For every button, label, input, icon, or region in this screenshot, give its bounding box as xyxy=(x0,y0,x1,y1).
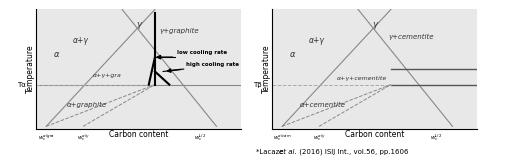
Text: γ+graphite: γ+graphite xyxy=(160,28,200,34)
Text: α+γ+cementite: α+γ+cementite xyxy=(337,76,387,81)
Text: γ: γ xyxy=(372,20,377,29)
Text: low cooling rate: low cooling rate xyxy=(177,50,228,55)
X-axis label: Carbon content: Carbon content xyxy=(109,130,168,139)
Text: $w_c^{\alpha/gra}$: $w_c^{\alpha/gra}$ xyxy=(38,132,54,143)
Text: α: α xyxy=(54,50,59,59)
X-axis label: Carbon content: Carbon content xyxy=(345,130,404,139)
Text: *Lacaze: *Lacaze xyxy=(256,149,286,155)
Text: high cooling rate: high cooling rate xyxy=(186,62,239,67)
Text: Tβ: Tβ xyxy=(253,82,262,88)
Text: (2016) ISIJ Int., vol.56, pp.1606: (2016) ISIJ Int., vol.56, pp.1606 xyxy=(297,149,408,155)
Text: γ+cementite: γ+cementite xyxy=(389,34,434,40)
Text: $w_c^{\alpha/cam}$: $w_c^{\alpha/cam}$ xyxy=(273,132,291,143)
Y-axis label: Temperature: Temperature xyxy=(262,45,270,93)
Text: Tα: Tα xyxy=(17,82,26,88)
Text: $w_c^{\alpha/\gamma}$: $w_c^{\alpha/\gamma}$ xyxy=(312,132,326,143)
Text: α: α xyxy=(290,50,295,59)
Text: α+graphite: α+graphite xyxy=(67,102,107,108)
Text: α+γ+gra: α+γ+gra xyxy=(93,73,122,78)
Y-axis label: Temperature: Temperature xyxy=(26,45,34,93)
Text: $w_c^{L/2}$: $w_c^{L/2}$ xyxy=(430,132,442,143)
Text: et al.: et al. xyxy=(279,149,297,155)
Text: $w_c^{\alpha/\gamma}$: $w_c^{\alpha/\gamma}$ xyxy=(76,132,90,143)
Text: α+γ: α+γ xyxy=(309,36,325,45)
Text: α+γ: α+γ xyxy=(73,36,89,45)
Text: $w_c^{L/2}$: $w_c^{L/2}$ xyxy=(194,132,206,143)
Text: γ: γ xyxy=(136,20,141,29)
Text: α+cementite: α+cementite xyxy=(300,102,346,108)
